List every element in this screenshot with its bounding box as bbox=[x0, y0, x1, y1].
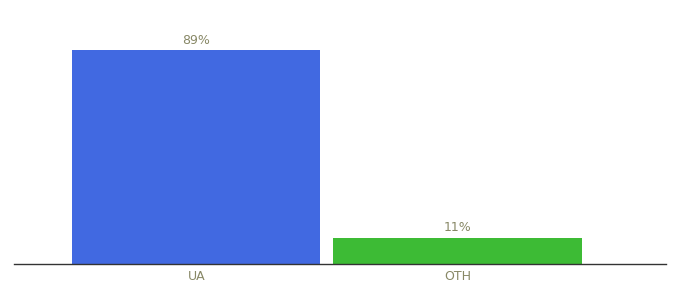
Text: 11%: 11% bbox=[443, 221, 471, 234]
Bar bbox=[72, 50, 320, 264]
Bar bbox=[333, 238, 581, 264]
Text: 89%: 89% bbox=[182, 34, 210, 47]
